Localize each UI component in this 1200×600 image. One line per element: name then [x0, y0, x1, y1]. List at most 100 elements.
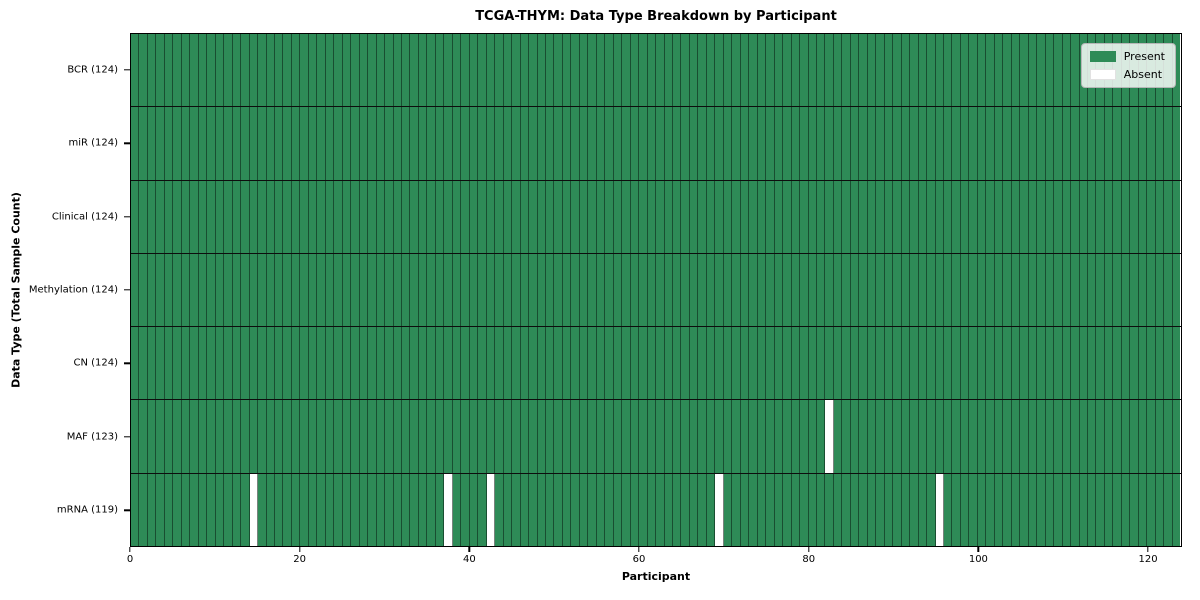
heatmap-cell-present [147, 107, 157, 180]
heatmap-cell-present [241, 253, 250, 327]
heatmap-cell-present [791, 253, 801, 327]
heatmap-cell-present [402, 34, 411, 107]
heatmap-cell-present [994, 107, 1004, 180]
heatmap-cell-present [960, 253, 970, 327]
heatmap-cell-present [562, 473, 572, 546]
heatmap-cell-present [486, 400, 496, 473]
heatmap-cell-present [977, 473, 987, 546]
heatmap-cell-present [1045, 253, 1055, 327]
heatmap-cell-present [418, 253, 428, 327]
heatmap-cell-present [977, 180, 987, 253]
heatmap-cell-present [740, 327, 750, 400]
heatmap-cell-present [749, 327, 758, 400]
heatmap-cell-present [783, 400, 792, 473]
heatmap-cell-present [1028, 107, 1038, 180]
heatmap-cell-present [689, 107, 699, 180]
heatmap-cell-present [571, 180, 580, 253]
heatmap-cell-present [571, 327, 580, 400]
heatmap-cell-present [833, 107, 843, 180]
heatmap-cell-present [1079, 473, 1088, 546]
heatmap-cell-present [1147, 327, 1156, 400]
heatmap-cell-present [774, 253, 784, 327]
heatmap-cell-present [232, 107, 242, 180]
heatmap-cell-present [529, 253, 538, 327]
heatmap-cell-present [368, 327, 377, 400]
heatmap-cell-present [478, 34, 487, 107]
heatmap-cell-present [435, 253, 445, 327]
heatmap-cell-present [927, 253, 936, 327]
heatmap-cell-present [402, 327, 411, 400]
heatmap-cell-present [579, 107, 589, 180]
heatmap-cell-present [1011, 253, 1021, 327]
heatmap-cell-present [740, 473, 750, 546]
heatmap-cell-present [478, 180, 487, 253]
heatmap-cell-present [562, 107, 572, 180]
heatmap-cell-present [732, 107, 741, 180]
heatmap-cell-present [351, 253, 360, 327]
heatmap-cell-present [291, 34, 301, 107]
heatmap-cell-present [173, 253, 182, 327]
heatmap-cell-present [842, 107, 851, 180]
heatmap-cell-present [402, 400, 411, 473]
heatmap-cell-absent [486, 473, 496, 546]
heatmap-cell-present [342, 327, 352, 400]
heatmap-cell-present [503, 327, 513, 400]
heatmap-cell-present [698, 34, 707, 107]
heatmap-cell-present [529, 473, 538, 546]
heatmap-cell-present [486, 180, 496, 253]
heatmap-cell-present [850, 400, 860, 473]
heatmap-cell-present [715, 180, 724, 253]
heatmap-cell-present [808, 400, 817, 473]
heatmap-cell-present [147, 253, 157, 327]
heatmap-cell-present [910, 180, 919, 253]
heatmap-cell-present [495, 180, 504, 253]
heatmap-cell-absent [825, 400, 834, 473]
heatmap-cell-present [164, 327, 174, 400]
heatmap-cell-present [673, 253, 682, 327]
heatmap-cell-present [986, 107, 995, 180]
x-tick-label: 40 [462, 554, 476, 565]
heatmap-cell-present [1096, 327, 1105, 400]
heatmap-cell-present [368, 400, 377, 473]
y-tick-label: miR (124) [68, 137, 118, 149]
heatmap-cell-present [478, 473, 487, 546]
heatmap-cell-present [969, 400, 978, 473]
heatmap-cell-present [1071, 34, 1080, 107]
heatmap-cell-present [215, 107, 225, 180]
heatmap-cell-present [469, 107, 479, 180]
y-tick-mark [124, 289, 130, 291]
heatmap-cell-present [1113, 327, 1122, 400]
heatmap-cell-present [588, 180, 597, 253]
heatmap-cell-present [867, 253, 877, 327]
heatmap-cell-present [850, 473, 860, 546]
heatmap-cell-present [867, 34, 877, 107]
heatmap-cell-present [241, 400, 250, 473]
heatmap-cell-present [859, 400, 868, 473]
heatmap-cell-present [1037, 400, 1046, 473]
heatmap-cell-present [258, 473, 267, 546]
heatmap-cell-present [825, 253, 834, 327]
heatmap-cell-present [825, 34, 834, 107]
heatmap-cell-present [529, 34, 538, 107]
heatmap-cell-present [495, 473, 504, 546]
heatmap-cell-present [274, 180, 284, 253]
heatmap-cell-present [1062, 180, 1072, 253]
heatmap-cell-present [605, 180, 614, 253]
heatmap-cell-present [656, 327, 665, 400]
heatmap-cell-present [749, 400, 758, 473]
heatmap-cell-present [842, 400, 851, 473]
heatmap-cell-present [901, 107, 911, 180]
heatmap-cell-present [478, 327, 487, 400]
y-tick-label: CN (124) [73, 357, 118, 369]
heatmap-cell-present [1003, 253, 1012, 327]
heatmap-cell-present [207, 327, 216, 400]
heatmap-cell-present [808, 473, 817, 546]
heatmap-cell-present [1071, 473, 1080, 546]
heatmap-cell-present [147, 400, 157, 473]
heatmap-cell-present [960, 107, 970, 180]
heatmap-cell-present [698, 400, 707, 473]
heatmap-cell-present [181, 180, 191, 253]
heatmap-cell-present [969, 180, 978, 253]
y-tick-label: Methylation (124) [28, 284, 118, 296]
heatmap-cell-present [173, 473, 182, 546]
